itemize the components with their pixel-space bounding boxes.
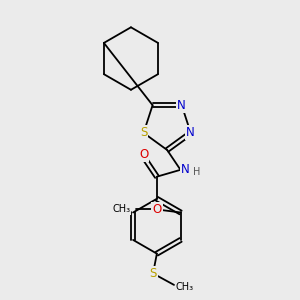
Text: N: N — [181, 163, 189, 176]
Text: N: N — [177, 99, 186, 112]
Text: H: H — [193, 167, 200, 177]
Text: CH₃: CH₃ — [112, 204, 130, 214]
Text: O: O — [139, 148, 148, 161]
Text: CH₃: CH₃ — [176, 282, 194, 292]
Text: O: O — [152, 203, 162, 216]
Text: N: N — [186, 126, 195, 140]
Text: S: S — [149, 267, 157, 280]
Text: S: S — [140, 126, 147, 140]
